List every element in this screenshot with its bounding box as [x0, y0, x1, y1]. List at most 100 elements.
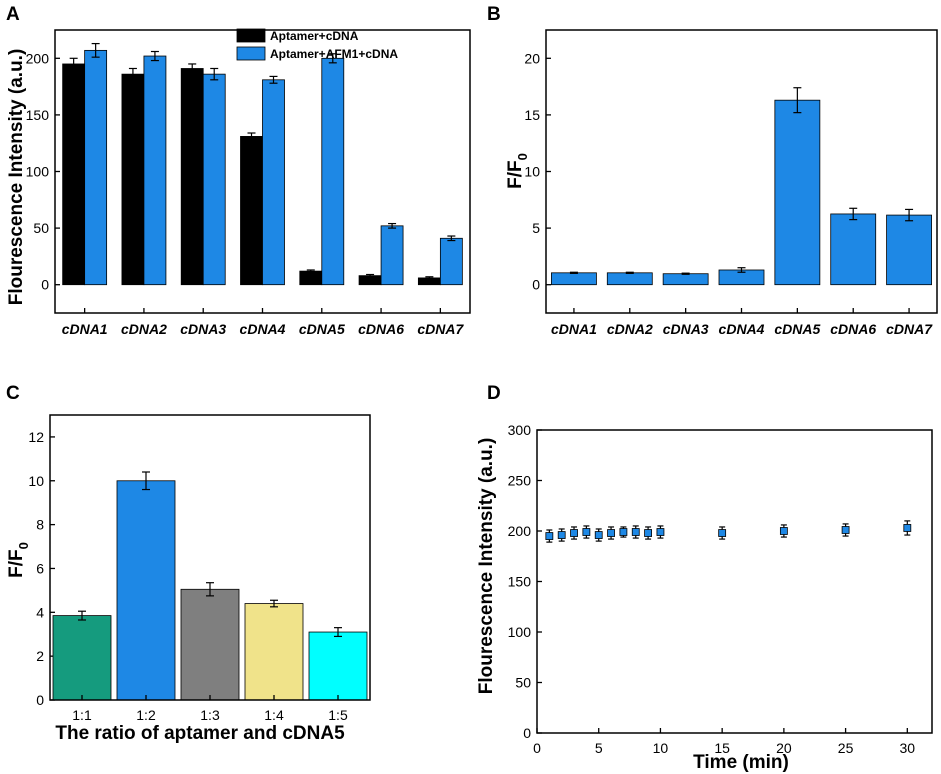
- panel-b-xtick-label: cDNA1: [551, 321, 597, 337]
- panel-a-xtick-label: cDNA4: [240, 321, 286, 337]
- panel-a-ytick-label: 200: [26, 50, 50, 66]
- panel-d-point: [779, 527, 788, 535]
- panel-d-point: [841, 526, 850, 534]
- panel-d-xtick-label: 20: [776, 740, 792, 756]
- panel-c-ytick-label: 6: [36, 560, 44, 576]
- panel-d-point: [644, 529, 652, 537]
- panel-a-bar-aptamer-cdna: [240, 136, 263, 286]
- panel-d-ytick-label: 0: [523, 725, 531, 741]
- panel-d-point: [631, 528, 640, 536]
- panel-a-bar-aptamer-afm1-cdna: [439, 237, 463, 286]
- panel-c-ytick-label: 4: [36, 604, 44, 620]
- panel-b-ytick-label: 10: [524, 164, 540, 180]
- panel-b-bar: [606, 272, 653, 286]
- panel-d-point: [557, 531, 566, 539]
- panel-d-point: [619, 528, 628, 536]
- panel-d-xtick-label: 0: [533, 740, 541, 756]
- panel-a-xtick-label: cDNA1: [62, 321, 108, 337]
- panel-d-ytick-label: 300: [508, 422, 532, 438]
- panel-letter-c: C: [6, 383, 20, 404]
- panel-a-bar-aptamer-cdna: [121, 73, 145, 286]
- panel-c-ytick-label: 12: [28, 429, 44, 445]
- panel-d-xtick-label: 25: [838, 740, 854, 756]
- panel-d-xtick-label: 10: [653, 740, 669, 756]
- panel-a-bar-aptamer-afm1-cdna: [143, 55, 167, 286]
- panel-a-bar-aptamer-afm1-cdna: [262, 79, 285, 286]
- panel-b-bar: [886, 214, 932, 286]
- panel-b-xtick-label: cDNA4: [719, 321, 765, 337]
- panel-c-ytick-label: 8: [36, 517, 44, 533]
- panel-b-ylabel-sub: 0: [515, 153, 530, 160]
- panel-c-xtick-label: 1:2: [136, 707, 156, 723]
- panel-d-point: [656, 528, 665, 536]
- panel-d-chart: Flourescence Intensity (a.u.) Time (min)…: [476, 422, 933, 773]
- panel-b-xtick-label: cDNA3: [663, 321, 709, 337]
- panel-a-ylabel: Flourescence Intensity (a.u.): [6, 49, 27, 306]
- panel-d-ytick-label: 250: [508, 473, 532, 489]
- panel-letter-a: A: [6, 4, 20, 25]
- panel-c-xtick-label: 1:4: [264, 707, 284, 723]
- panel-a-xtick-label: cDNA7: [417, 321, 464, 337]
- panel-c-ytick-label: 2: [36, 648, 44, 664]
- panel-a-legend-label: Aptamer+AFM1+cDNA: [270, 47, 398, 61]
- panel-d-point: [582, 528, 591, 536]
- panel-a-ytick-label: 50: [33, 220, 49, 236]
- panel-b-bar: [551, 272, 597, 286]
- panel-a-legend-label: Aptamer+cDNA: [270, 29, 359, 43]
- panel-d-ytick-label: 150: [508, 574, 532, 590]
- panel-c-chart: F/F0 The ratio of aptamer and cDNA5 0246…: [6, 414, 371, 744]
- panel-d-axes-frame: [536, 429, 933, 734]
- panel-letter-d: D: [487, 383, 501, 404]
- panel-c-bar: [180, 588, 240, 701]
- panel-c-xtick-label: 1:5: [328, 707, 348, 723]
- panel-d-ylabel: Flourescence Intensity (a.u.): [476, 438, 497, 695]
- panel-b-ytick-label: 15: [524, 107, 540, 123]
- panel-d-point: [718, 529, 727, 537]
- panel-a-xtick-label: cDNA5: [299, 321, 345, 337]
- panel-d-ytick-label: 50: [515, 675, 531, 691]
- panel-a-legend-swatch: [236, 46, 266, 61]
- panel-a-bar-aptamer-cdna: [62, 63, 86, 286]
- panel-c-ytick-label: 10: [28, 473, 44, 489]
- panel-c-xtick-label: 1:1: [72, 707, 92, 723]
- panel-d-point: [594, 531, 603, 539]
- panel-c-bar: [116, 480, 176, 701]
- panel-letter-b: B: [487, 4, 501, 25]
- panel-b-bar: [662, 273, 709, 286]
- panel-b-bar: [774, 99, 821, 286]
- panel-b-ytick-label: 0: [532, 277, 540, 293]
- panel-a-bar-aptamer-cdna: [299, 270, 323, 286]
- panel-a-bar-aptamer-cdna: [180, 68, 204, 286]
- panel-d-point: [570, 529, 578, 537]
- panel-a-chart: Flourescence Intensity (a.u.) 0 50 100 150 2…: [6, 28, 471, 337]
- panel-b-xtick-label: cDNA2: [607, 321, 653, 337]
- panel-d-xlabel: Time (min): [693, 752, 789, 773]
- panel-c-xtick-label: 1:3: [200, 707, 220, 723]
- panel-d-ytick-label: 100: [508, 624, 532, 640]
- panel-b-xtick-label: cDNA5: [774, 321, 820, 337]
- panel-b-ylabel-main: F/F: [505, 160, 526, 189]
- panel-d-point: [903, 524, 912, 532]
- panel-a-xtick-label: cDNA6: [358, 321, 404, 337]
- panel-b-ytick-label: 5: [532, 220, 540, 236]
- panel-b-ylabel: F/F0: [505, 153, 530, 189]
- panel-c-bar: [52, 615, 112, 701]
- panel-a-bar-aptamer-afm1-cdna: [84, 49, 108, 286]
- panel-a-bar-aptamer-afm1-cdna: [321, 57, 345, 286]
- panel-b-axes-frame: [545, 29, 938, 314]
- panel-a-bar-aptamer-afm1-cdna: [380, 225, 404, 286]
- panel-b-bar: [830, 213, 877, 286]
- panel-c-ylabel-sub: 0: [16, 542, 31, 549]
- panel-d-ytick-label: 200: [508, 523, 532, 539]
- panel-a-legend-swatch: [236, 28, 266, 43]
- panel-c-ylabel: F/F0: [6, 542, 31, 578]
- panel-c-xlabel: The ratio of aptamer and cDNA5: [55, 723, 345, 744]
- panel-c-ylabel-main: F/F: [6, 549, 27, 578]
- panel-c-ytick-label: 0: [36, 692, 44, 708]
- panel-a-ytick-label: 150: [26, 107, 50, 123]
- panel-d-xtick-label: 15: [714, 740, 730, 756]
- panel-a-xtick-label: cDNA2: [121, 321, 167, 337]
- panel-a-bar-aptamer-afm1-cdna: [202, 73, 226, 286]
